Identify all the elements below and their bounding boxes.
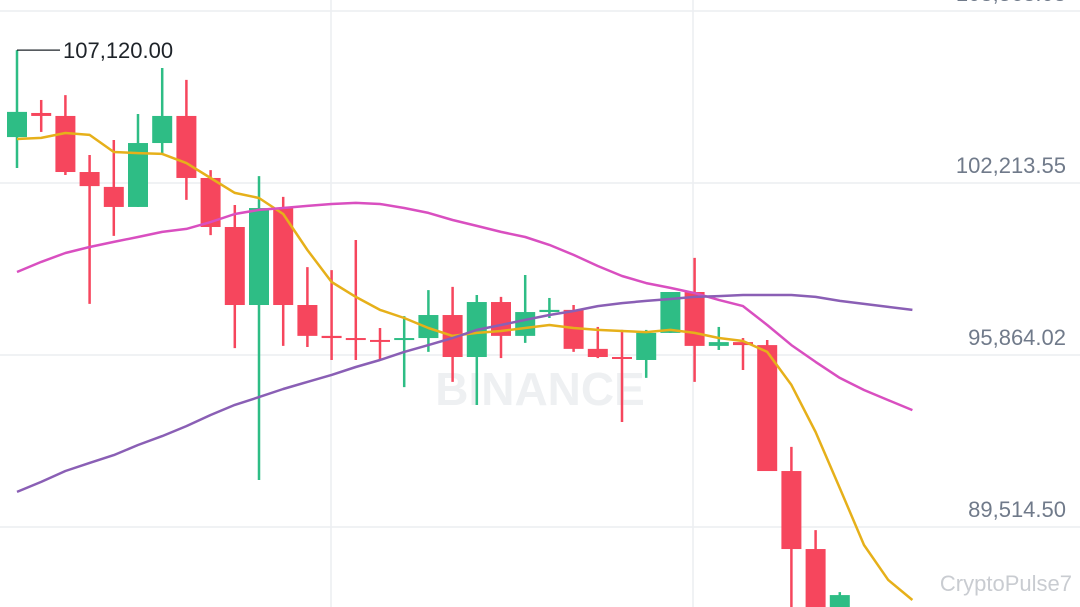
candle-body (418, 315, 439, 339)
moving-average-line (16, 293, 913, 494)
candle-body (55, 115, 76, 173)
candle-body (612, 357, 632, 360)
labels: 108,563.08 102,213.55 95,864.02 89,514.50 10… (17, 0, 1066, 522)
candle-body (224, 226, 245, 306)
candle-body (515, 312, 536, 336)
y-tick-label: 89,514.50 (968, 497, 1066, 522)
y-tick-label: 95,864.02 (968, 325, 1066, 350)
candle-body (249, 208, 269, 306)
candle-body (539, 309, 560, 313)
candle-body (370, 339, 390, 342)
candle-body (321, 335, 342, 339)
candle-body (805, 549, 826, 607)
grid (0, 10, 1080, 528)
candle-body (297, 305, 318, 336)
plot (7, 50, 914, 607)
candle-body (587, 348, 608, 358)
candle-body (660, 292, 681, 333)
candle-body (128, 143, 148, 207)
moving-average-line (16, 201, 913, 412)
candle-body (152, 115, 173, 144)
candle-body (7, 111, 27, 138)
watermark: BINANCE (435, 363, 645, 415)
candle-body (563, 309, 584, 349)
candle-body (708, 342, 729, 346)
candle-body (31, 112, 52, 116)
y-tick-label: 102,213.55 (956, 153, 1066, 178)
candle-body (684, 292, 705, 346)
candle-body (781, 471, 802, 550)
candle-body (491, 302, 511, 336)
candle-body (757, 345, 778, 472)
candle-body (829, 595, 850, 607)
candle-body (394, 338, 415, 341)
candle-body (345, 338, 366, 341)
candle-body (103, 186, 124, 207)
candle-body (733, 342, 753, 346)
credit: CryptoPulse7 (940, 571, 1072, 596)
candle-body (200, 177, 221, 227)
candle-body (636, 332, 657, 360)
y-tick-label: 108,563.08 (956, 0, 1066, 6)
candle-body (79, 172, 100, 187)
annotation-label: 107,120.00 (63, 38, 173, 63)
candle-body (273, 208, 294, 306)
